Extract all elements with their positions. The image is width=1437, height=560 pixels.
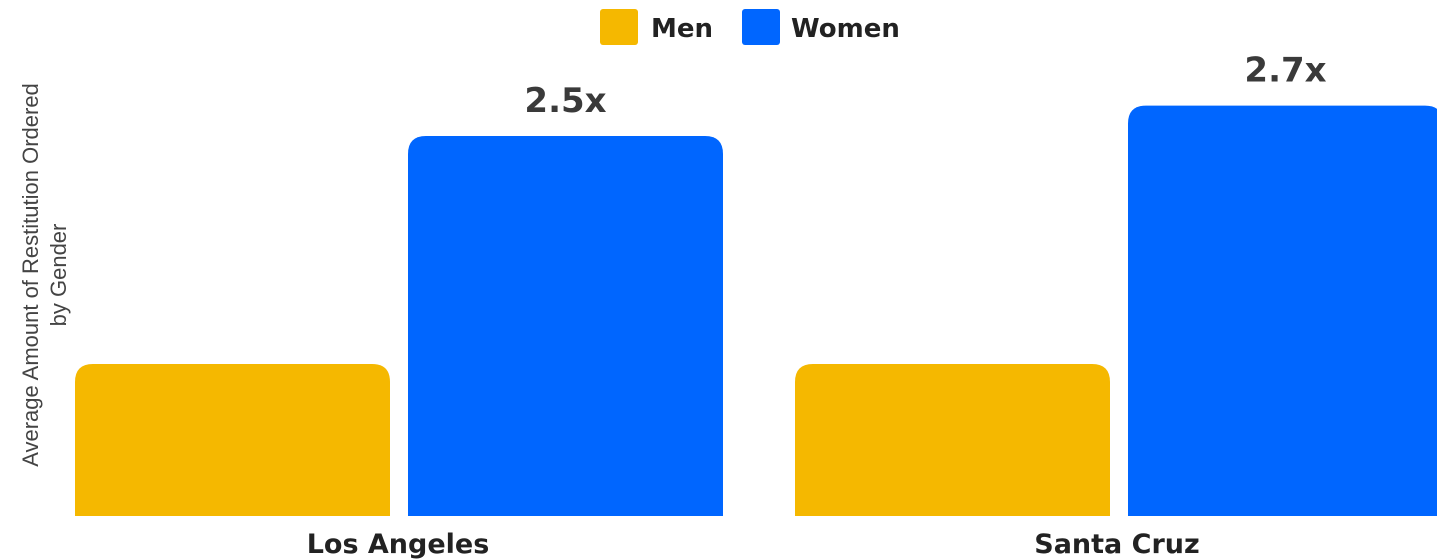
data-label-santa-cruz-women: 2.7x <box>1244 51 1326 91</box>
data-label-los-angeles-women: 2.5x <box>524 81 606 121</box>
category-label-santa-cruz: Santa Cruz <box>1034 529 1199 560</box>
bar-los-angeles-men <box>75 364 390 516</box>
legend-swatch-women <box>742 9 780 45</box>
bars-group <box>75 105 1437 516</box>
y-axis-label: Average Amount of Restitution Ordered by… <box>18 83 71 467</box>
bar-santa-cruz-women <box>1128 105 1437 516</box>
bar-los-angeles-women <box>408 136 723 516</box>
legend: Men Women <box>600 9 900 45</box>
y-axis-label-line-1: Average Amount of Restitution Ordered <box>18 83 43 467</box>
legend-label-men: Men <box>651 14 713 44</box>
y-axis-label-line-2: by Gender <box>46 224 71 327</box>
category-label-los-angeles: Los Angeles <box>307 529 490 560</box>
bar-santa-cruz-men <box>795 364 1110 516</box>
legend-swatch-men <box>600 9 638 45</box>
legend-label-women: Women <box>791 14 900 44</box>
